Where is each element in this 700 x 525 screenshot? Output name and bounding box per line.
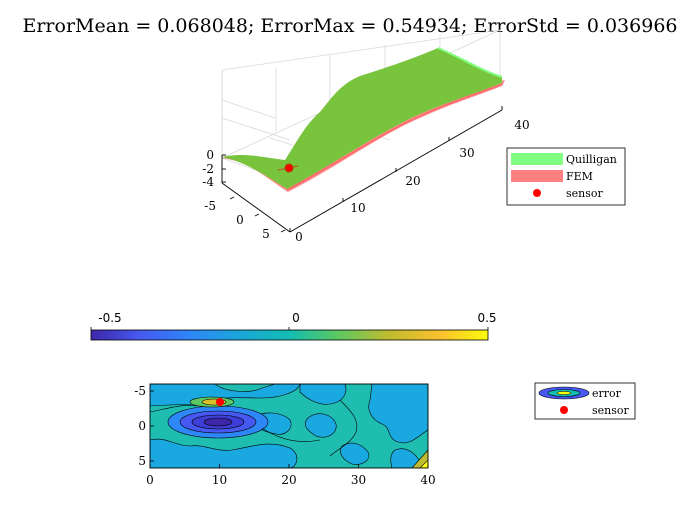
colorbar-tick-label: 0 (292, 311, 300, 325)
figure-title: ErrorMean = 0.068048; ErrorMax = 0.54934… (22, 15, 677, 37)
contour-x-tick-label: 20 (281, 473, 296, 487)
surface-axes (221, 106, 503, 233)
colorbar-tick-label: 0.5 (477, 311, 496, 325)
contour-corner (419, 459, 428, 468)
surface-legend: Quilligan FEM sensor (506, 147, 626, 206)
surface-plot: 0 -2 -4 -5 0 5 0 10 20 30 40 Quilligan F… (202, 29, 626, 244)
contour-sensor-marker (216, 398, 224, 406)
contour-plot: -5 0 5 0 10 20 30 40 error sensor (134, 382, 636, 487)
contour-lines (150, 399, 358, 457)
contour-legend: error sensor (534, 382, 636, 420)
x-tick-label: 10 (350, 201, 365, 215)
x-tick-label: 40 (514, 118, 529, 132)
x-tick-label: 30 (459, 146, 474, 160)
y-tick-label: 0 (236, 213, 244, 227)
legend-label: Quilligan (566, 153, 617, 166)
z-tick-label: -2 (202, 162, 214, 176)
contour-x-tick-label: 30 (351, 473, 366, 487)
y-tick-label: 5 (262, 227, 270, 241)
legend-error-icon-core (556, 391, 572, 395)
y-tick-label: -5 (204, 199, 216, 213)
z-tick-label: -4 (202, 175, 214, 189)
contour-x-tick-label: 40 (420, 473, 435, 487)
contour-x-tick-label: 0 (146, 473, 154, 487)
contour-corner (411, 449, 428, 468)
legend-label: sensor (592, 404, 630, 417)
contour-ring (203, 417, 233, 427)
legend-label: FEM (566, 170, 593, 183)
legend-label: sensor (566, 187, 604, 200)
colorbar-gradient (90, 329, 489, 341)
contour-ticks (149, 390, 429, 468)
contour-y-tick-label: 0 (138, 419, 146, 433)
x-tick-label: 0 (295, 230, 303, 244)
legend-sensor-marker (560, 406, 568, 414)
legend-swatch-quilligan (511, 153, 563, 165)
surface-sensor-marker (284, 163, 294, 173)
contour-x-tick-label: 10 (212, 473, 227, 487)
contour-y-tick-label: 5 (138, 454, 146, 468)
surface-quilligan (222, 48, 502, 189)
z-tick-label: 0 (206, 148, 214, 162)
surface-fem-edge (286, 83, 504, 191)
contour-y-tick-label: -5 (134, 384, 146, 398)
surface-quilligan-edge (437, 47, 503, 78)
legend-label: error (592, 387, 622, 400)
legend-sensor-marker (533, 189, 541, 197)
legend-swatch-fem (511, 170, 563, 182)
x-tick-label: 20 (405, 174, 420, 188)
colorbar: -0.5 0 0.5 (90, 311, 497, 341)
colorbar-tick-label: -0.5 (98, 311, 121, 325)
